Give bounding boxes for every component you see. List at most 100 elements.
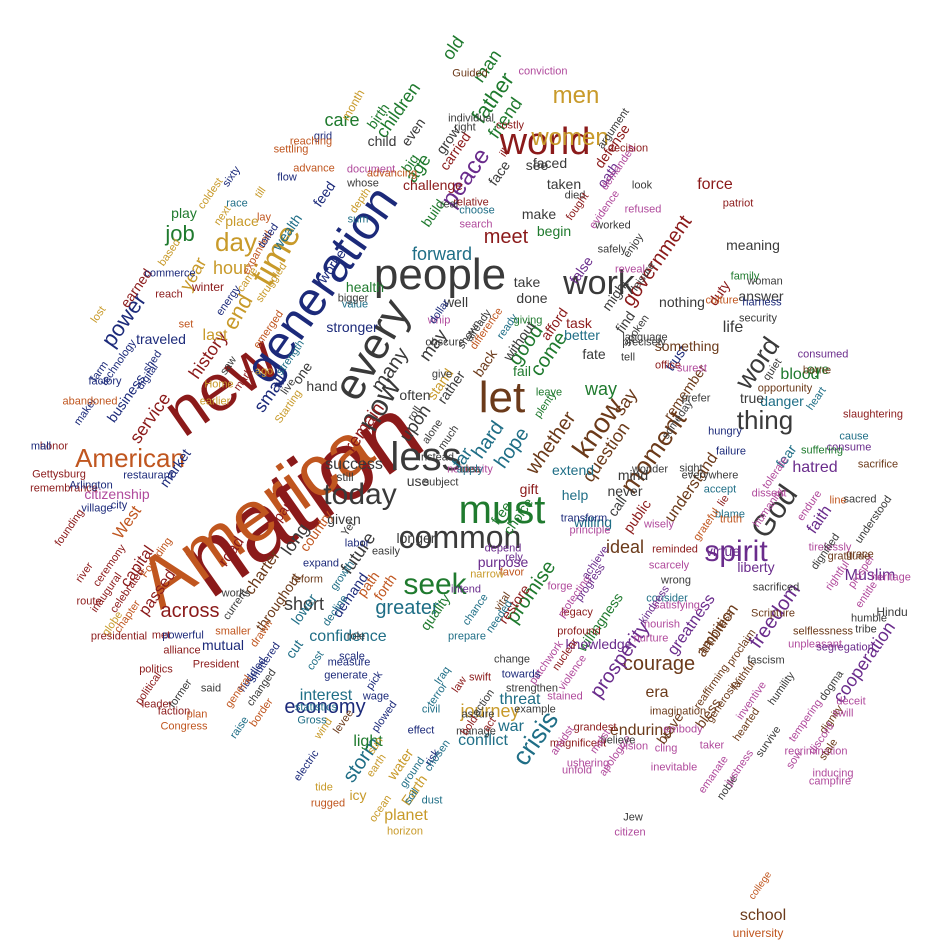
word-hungry: hungry xyxy=(708,425,742,438)
word-consider: consider xyxy=(646,592,688,605)
word-heritage: heritage xyxy=(871,571,911,584)
word-hatred: hatred xyxy=(792,459,838,476)
word-gratitude: gratitude xyxy=(827,550,871,563)
word-satisfying: satisfying xyxy=(654,599,700,612)
word-purpose: purpose xyxy=(477,554,529,570)
word-survive: survive xyxy=(753,724,784,760)
word-failure: failure xyxy=(716,445,746,458)
word-stronger: stronger xyxy=(326,319,378,335)
word-remembrance: remembrance xyxy=(30,482,98,495)
word-era: era xyxy=(645,684,669,701)
word-prefer: prefer xyxy=(681,392,711,405)
word-culture: culture xyxy=(705,294,739,307)
word-rely: rely xyxy=(505,551,523,564)
word-danger: danger xyxy=(760,393,804,409)
word-justness: justness xyxy=(723,747,757,788)
word-swill: swill xyxy=(832,707,854,720)
word-line: line xyxy=(829,494,847,507)
word-manage: manage xyxy=(456,725,496,738)
word-less: less xyxy=(390,435,462,479)
word-reminded: reminded xyxy=(652,543,698,556)
word-leader: leader xyxy=(141,698,173,711)
word-tirelessly: tirelessly xyxy=(808,541,852,554)
word-right: right xyxy=(454,121,476,134)
word-hindu: Hindu xyxy=(876,605,908,619)
word-raise: raise xyxy=(227,714,252,741)
word-prepare: prepare xyxy=(448,630,486,643)
word-commerce: commerce xyxy=(144,267,196,280)
word-powerful: powerful xyxy=(162,629,204,642)
word-unpleasant: unpleasant xyxy=(788,638,842,651)
word-plan: plan xyxy=(186,708,208,721)
word-hour: hour xyxy=(212,258,250,278)
word-today: today xyxy=(323,478,397,511)
word-ideal: ideal xyxy=(605,537,645,557)
word-honor: honor xyxy=(39,440,69,453)
word-intend: intend xyxy=(451,583,481,596)
word-last: last xyxy=(202,327,228,344)
word-unfold: unfold xyxy=(562,764,592,777)
word-thing: thing xyxy=(736,405,794,435)
word-set: set xyxy=(178,318,194,331)
word-nothing: nothing xyxy=(659,294,705,310)
word-advancing: advancing xyxy=(366,167,418,180)
word-take: take xyxy=(513,274,541,290)
word-rugged: rugged xyxy=(310,797,346,810)
word-citizenship: citizenship xyxy=(84,486,150,502)
word-courage: courage xyxy=(622,653,696,675)
word-narrow: narrow xyxy=(470,568,504,581)
word-traveled: traveled xyxy=(136,331,186,347)
word-planet: planet xyxy=(384,807,428,824)
word-help: help xyxy=(561,487,589,503)
word-conflict: conflict xyxy=(458,732,508,749)
word-tide: tide xyxy=(315,781,333,794)
word-fail: fail xyxy=(513,363,531,379)
word-economy: economy xyxy=(284,696,366,718)
word-sacred: sacred xyxy=(843,493,877,506)
word-eye: eye xyxy=(806,361,830,377)
word-abandoned: abandoned xyxy=(62,395,118,408)
word-plowed: plowed xyxy=(369,698,400,735)
word-consumed: consumed xyxy=(797,348,849,361)
word-recrimination: recrimination xyxy=(784,745,848,758)
word-light: light xyxy=(353,733,383,750)
word-truth: truth xyxy=(719,513,743,526)
word-nourish: nourish xyxy=(643,618,681,631)
word-family: family xyxy=(730,270,760,283)
word-woman: woman xyxy=(747,275,783,288)
word-gift: gift xyxy=(519,481,539,497)
word-route: route xyxy=(76,595,102,608)
word-leave: leave xyxy=(535,386,563,399)
word-taken: taken xyxy=(546,176,582,192)
word-scale: scale xyxy=(339,650,365,663)
word-instead: Instead xyxy=(417,451,455,464)
word-sacrifice: sacrifice xyxy=(857,458,899,471)
word-decision: decision xyxy=(607,142,649,155)
word-reach: reach xyxy=(155,288,183,301)
word-sacrificed: sacrificed xyxy=(752,581,800,594)
word-city: city xyxy=(110,499,128,512)
word-virtue: virtue xyxy=(705,543,741,559)
word-patriot: patriot xyxy=(722,197,754,210)
word-seek: seek xyxy=(403,568,467,601)
word-fascism: fascism xyxy=(747,654,785,667)
word-faction: faction xyxy=(157,705,191,718)
word-faced: faced xyxy=(532,155,568,171)
word-towards: towards xyxy=(501,668,541,681)
word-consume: consume xyxy=(826,441,872,454)
word-mutual: mutual xyxy=(201,637,245,653)
word-well: well xyxy=(443,294,469,310)
word-icy: icy xyxy=(349,787,367,803)
word-common: common xyxy=(398,519,522,555)
word-inevitable: inevitable xyxy=(650,761,698,774)
word-died: died xyxy=(564,189,586,202)
word-scarcely: scarcely xyxy=(648,559,690,572)
word-relative: relative xyxy=(453,196,489,209)
word-place: place xyxy=(225,213,259,229)
word-pick: pick xyxy=(364,669,386,693)
word-use: use xyxy=(406,473,430,489)
word-precisely: precisely xyxy=(622,336,666,349)
word-done: done xyxy=(516,290,548,306)
word-mall: mall xyxy=(30,440,52,453)
